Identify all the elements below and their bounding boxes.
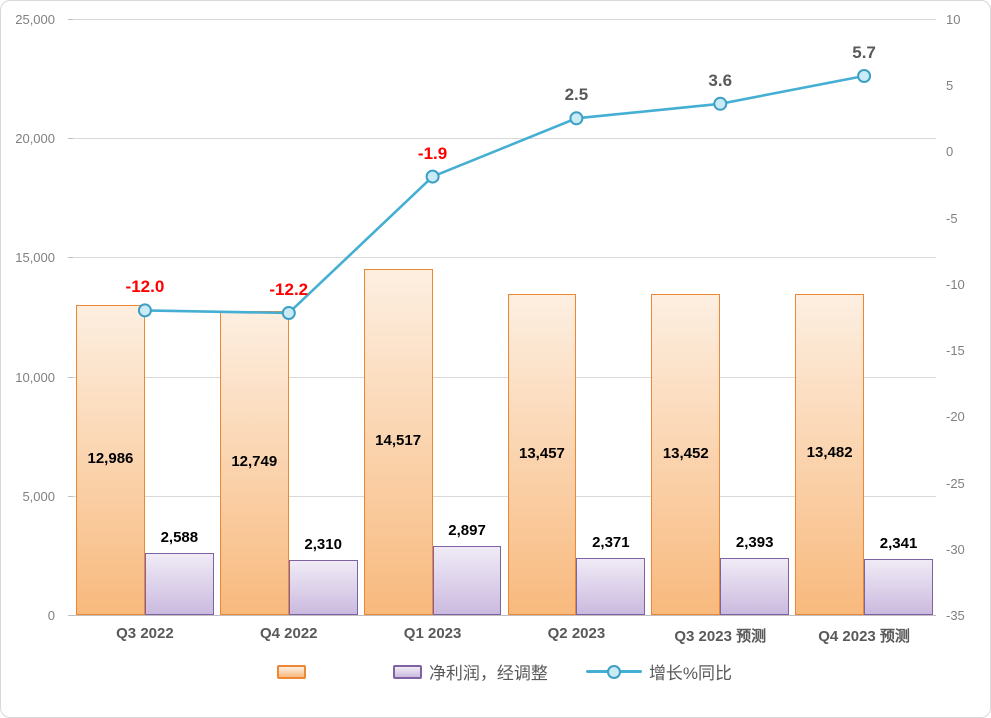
left-axis-tick-label: 25,000 (15, 12, 55, 27)
left-axis-tick-label: 15,000 (15, 250, 55, 266)
net-profit-bar-value-label: 2,393 (735, 533, 774, 551)
x-axis-category-label: Q2 2023 (547, 625, 606, 642)
gridline (73, 495, 936, 497)
gridline (73, 376, 936, 378)
net-profit-series-swatch (392, 664, 422, 679)
growth-line-marker[interactable] (569, 111, 584, 126)
x-axis-category-label: Q1 2023 (403, 625, 462, 642)
revenue-bar-value-label: 12,749 (231, 453, 278, 471)
left-axis-tickmark (68, 257, 73, 259)
left-axis-tick-label: 10,000 (15, 369, 55, 385)
growth-line-marker[interactable] (713, 96, 728, 111)
net-profit-bar[interactable] (576, 558, 646, 615)
revenue-bar[interactable] (795, 293, 865, 615)
growth-line[interactable] (144, 74, 865, 315)
x-axis-category-label: Q3 2022 (116, 625, 174, 642)
net-profit-bar[interactable] (720, 557, 790, 615)
right-axis-tick-label: 0 (946, 144, 954, 160)
net-profit-bar-value-label: 2,341 (879, 535, 918, 553)
legend: 净利润，经调整 增长%同比 (73, 659, 936, 684)
right-axis-tick-label: -15 (946, 343, 965, 359)
left-axis-tickmark (68, 19, 73, 20)
revenue-bar-value-label: 14,517 (375, 431, 422, 449)
revenue-bar-value-label: 13,452 (662, 444, 709, 462)
right-axis-tick-label: 10 (946, 12, 961, 27)
gridline (73, 138, 936, 140)
left-axis-tick-label: 0 (47, 608, 55, 623)
revenue-bar-value-label: 13,482 (806, 444, 853, 462)
legend-item-growth[interactable]: 增长%同比 (585, 659, 733, 684)
right-axis-tick-label: 5 (946, 78, 954, 94)
growth-line-layer (137, 69, 872, 320)
gridline (73, 19, 936, 20)
net-profit-bar[interactable] (864, 559, 933, 615)
left-axis-tick-label: 5,000 (22, 488, 55, 504)
right-axis-tick-label: -5 (946, 210, 958, 226)
net-profit-bar[interactable] (288, 559, 358, 615)
net-profit-bar-value-label: 2,588 (160, 529, 199, 547)
left-axis-tickmark (68, 495, 73, 497)
net-profit-bar[interactable] (144, 553, 214, 615)
right-percent-axis: 10 5 0 -5 -10 -15 -20 -25 -30 -35 (944, 12, 989, 623)
revenue-bar-value-label: 13,457 (519, 444, 565, 462)
gridline (73, 257, 936, 259)
revenue-bar[interactable] (363, 268, 433, 615)
right-axis-tick-label: -30 (946, 541, 965, 557)
legend-label-net-profit: 净利润，经调整 (428, 664, 548, 683)
x-axis-category-label: Q3 2023 预测 (674, 628, 767, 645)
growth-line-sample-icon (585, 664, 642, 679)
category-axis: Q3 2022 Q4 2022 Q1 2023 Q2 2023 Q3 2023 预测 Q4… (73, 625, 936, 649)
net-profit-bar[interactable] (432, 545, 502, 615)
growth-line-marker[interactable] (281, 306, 296, 320)
legend-item-net-profit[interactable]: 净利润，经调整 (392, 659, 548, 684)
growth-value-label: -12.0 (125, 277, 165, 297)
plot-area: 12,986 2,588 12,749 2,310 14,517 2,897 13,457 2… (73, 19, 936, 616)
growth-line-marker[interactable] (137, 303, 152, 318)
right-axis-tick-label: -35 (946, 608, 965, 623)
net-profit-bar-value-label: 2,371 (592, 534, 630, 552)
left-axis-tickmark (68, 138, 73, 140)
gridline (73, 615, 936, 616)
revenue-bar[interactable] (651, 294, 721, 615)
revenue-bar-value-label: 12,986 (87, 450, 134, 468)
net-profit-bar-value-label: 2,897 (448, 521, 486, 539)
growth-value-label: 2.5 (564, 85, 589, 105)
legend-label-growth: 增长%同比 (648, 664, 733, 683)
revenue-series-swatch (276, 664, 306, 679)
revenue-bar[interactable] (219, 311, 289, 615)
growth-value-label: 5.7 (852, 42, 876, 62)
left-axis-tickmark (68, 615, 73, 616)
revenue-bar[interactable] (507, 294, 577, 615)
revenue-bar[interactable] (76, 305, 145, 615)
left-axis-tick-label: 20,000 (15, 131, 55, 147)
left-axis-tickmark (68, 376, 73, 378)
right-axis-tick-label: -20 (946, 409, 965, 425)
net-profit-bar-value-label: 2,310 (304, 535, 342, 553)
left-value-axis: 25,000 20,000 15,000 10,000 5,000 0 (1, 12, 64, 623)
right-axis-tick-label: -25 (946, 475, 965, 491)
growth-line-marker[interactable] (425, 169, 440, 184)
x-axis-category-label: Q4 2023 预测 (818, 628, 910, 645)
legend-item-revenue[interactable] (276, 664, 313, 679)
growth-line-marker[interactable] (857, 69, 872, 83)
growth-value-label: -12.2 (269, 280, 309, 300)
growth-value-label: -1.9 (417, 143, 448, 163)
right-axis-tick-label: -10 (946, 276, 965, 292)
x-axis-category-label: Q4 2022 (259, 625, 318, 642)
growth-value-label: 3.6 (708, 70, 733, 90)
